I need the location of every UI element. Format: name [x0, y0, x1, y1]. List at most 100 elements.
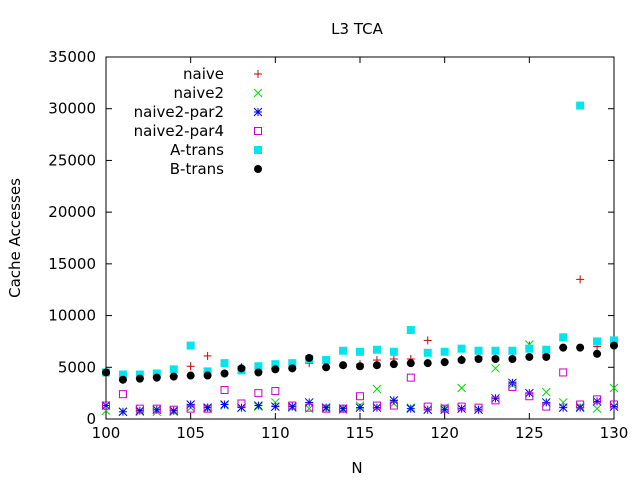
naive2-par4-point [457, 402, 466, 411]
B-trans-point [220, 369, 229, 378]
naive2-par4-point [406, 373, 415, 382]
B-trans-point [102, 368, 110, 377]
naive2-point [270, 398, 280, 407]
naive2-par2-point [406, 404, 416, 414]
B-trans-point [372, 361, 381, 370]
B-trans-point [508, 355, 517, 364]
y-tick-label: 25000 [48, 151, 96, 169]
naive2-par2-point [389, 396, 399, 405]
y-tick-label: 35000 [48, 48, 96, 66]
naive2-par4-point [440, 404, 449, 413]
legend-label: naive2-par2 [134, 103, 224, 121]
naive2-par4-point [271, 387, 280, 396]
naive2-par2-point [558, 403, 568, 412]
B-trans-point [406, 359, 415, 368]
legend-marker-naive2 [253, 88, 263, 98]
A-trans-point [372, 345, 381, 354]
A-trans-point [203, 367, 212, 376]
A-trans-point [440, 347, 449, 356]
naive2-point [372, 384, 382, 394]
naive2-par4-point [491, 396, 500, 405]
B-trans-point [186, 371, 195, 380]
naive2-par4-point [525, 392, 534, 401]
B-trans-point [254, 368, 263, 377]
A-trans-point [389, 347, 398, 356]
naive2-par4-point [389, 401, 398, 410]
naive2-par2-point [135, 406, 145, 416]
y-tick-label: 20000 [48, 203, 96, 221]
legend-marker-A-trans [254, 146, 262, 154]
naive2-par4-point [152, 404, 161, 413]
A-trans-point [474, 346, 483, 355]
A-trans-point [423, 348, 432, 357]
naive2-par4-point [118, 390, 127, 399]
naive2-par2-point [101, 401, 111, 410]
B-trans-point [271, 365, 280, 374]
A-trans-point [186, 341, 195, 350]
legend-marker-naive2-par2 [253, 107, 263, 117]
x-tick-label: 100 [92, 424, 121, 442]
naive-point [576, 275, 585, 284]
A-trans-point [152, 369, 161, 378]
chart-title: L3 TCA [331, 20, 383, 38]
naive2-par4-point [322, 404, 331, 413]
B-trans-point [152, 373, 161, 382]
A-trans-point [288, 359, 297, 368]
naive2-par4-point [542, 402, 551, 411]
A-trans-point [525, 344, 534, 353]
naive2-par2-point [270, 402, 280, 411]
A-trans-point [254, 362, 263, 371]
naive2-par2-point [304, 398, 314, 407]
A-trans-point [508, 346, 517, 355]
naive2-par2-point [338, 404, 348, 414]
A-trans-point [271, 360, 280, 369]
series-naive2-par4 [102, 368, 618, 414]
legend-marker-naive2-par4 [254, 127, 262, 135]
B-trans-point [203, 371, 212, 380]
naive2-par2-point [355, 403, 365, 412]
naive2-point [609, 383, 619, 393]
x-tick-label: 110 [261, 424, 290, 442]
A-trans-point [322, 356, 331, 365]
series-naive2-par2 [101, 378, 619, 417]
B-trans-point [305, 353, 314, 362]
naive-point [423, 336, 432, 345]
A-trans-point [491, 346, 500, 355]
naive2-par4-point [339, 404, 348, 413]
B-trans-point [525, 352, 534, 361]
naive2-par4-point [474, 403, 483, 412]
y-tick-label: 15000 [48, 255, 96, 273]
y-tick-label: 0 [86, 410, 96, 428]
naive2-par2-point [372, 403, 382, 412]
naive2-par2-point [592, 397, 602, 406]
series-A-trans [102, 101, 618, 379]
naive2-par4-point [593, 395, 602, 404]
legend: naivenaive2naive2-par2naive2-par4A-trans… [134, 65, 263, 178]
B-trans-point [559, 343, 568, 352]
B-trans-point [169, 372, 178, 381]
y-tick-label: 5000 [58, 358, 96, 376]
B-trans-point [356, 362, 364, 371]
naive-point [186, 362, 195, 371]
legend-marker-naive [254, 70, 262, 78]
x-tick-label: 105 [176, 424, 205, 442]
A-trans-point [220, 359, 229, 368]
naive2-par4-point [610, 400, 618, 409]
naive2-par4-point [356, 392, 364, 401]
B-trans-point [118, 375, 127, 384]
B-trans-point [339, 361, 348, 370]
A-trans-point [542, 345, 551, 354]
legend-label: naive2-par4 [134, 122, 224, 140]
naive2-par2-point [254, 401, 263, 410]
naive2-par2-point [237, 403, 246, 412]
naive-point [203, 351, 212, 360]
naive2-par4-point [305, 403, 314, 412]
legend-marker-B-trans [254, 165, 262, 173]
A-trans-point [610, 336, 618, 345]
naive2-par2-point [186, 400, 196, 409]
A-trans-point [169, 365, 178, 374]
naive2-point [491, 363, 500, 373]
B-trans-point [593, 349, 602, 358]
x-tick-label: 115 [346, 424, 375, 442]
